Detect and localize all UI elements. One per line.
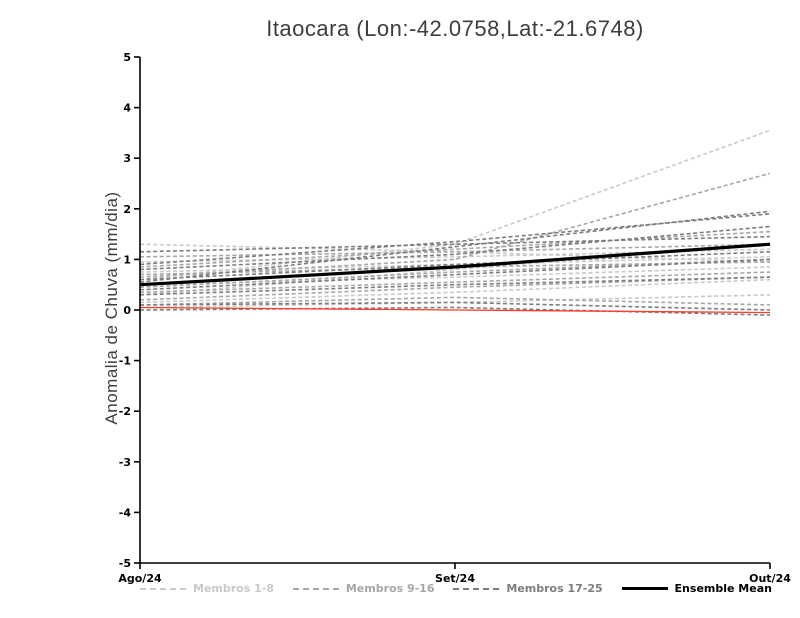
y-tick-label: 0 — [123, 304, 131, 317]
member-line — [139, 243, 771, 263]
legend-line-sample — [621, 587, 668, 590]
member-line — [139, 271, 771, 294]
y-tick-label: 2 — [123, 203, 131, 216]
legend-item: Membros 17-25 — [453, 582, 603, 595]
x-tick-label: Out/24 — [749, 572, 791, 585]
member-line — [139, 276, 771, 296]
legend-label: Membros 1-8 — [193, 582, 274, 595]
ensemble-mean-line — [139, 242, 771, 287]
member-line — [139, 129, 771, 281]
y-tick-label: -2 — [119, 405, 131, 418]
legend-item: Membros 1-8 — [140, 582, 274, 595]
chart-title: Itaocara (Lon:-42.0758,Lat:-21.6748) — [266, 16, 644, 41]
y-tick-label: -5 — [119, 557, 131, 570]
y-tick-label: -3 — [119, 456, 131, 469]
legend-line-sample — [292, 587, 339, 590]
legend-item: Membros 9-16 — [292, 582, 435, 595]
y-tick-label: 3 — [123, 152, 131, 165]
legend: Membros 1-8 Membros 9-16 Membros 17-25 Ense… — [140, 582, 772, 595]
member-line — [139, 256, 771, 273]
x-tick-label: Ago/24 — [118, 572, 162, 585]
legend-label: Membros 17-25 — [506, 582, 603, 595]
y-tick-label: 4 — [123, 102, 131, 115]
member-line — [139, 296, 771, 306]
y-tick-label: 5 — [123, 51, 131, 64]
reference-line — [139, 306, 771, 314]
y-tick-label: 1 — [123, 253, 131, 266]
legend-line-sample — [140, 587, 186, 590]
x-tick-label: Set/24 — [435, 572, 475, 585]
member-line — [139, 243, 771, 258]
y-tick-label: -1 — [119, 355, 131, 368]
member-line — [139, 266, 771, 286]
member-line — [139, 210, 771, 283]
legend-line-sample — [453, 587, 500, 590]
member-line — [139, 278, 771, 304]
member-line — [139, 261, 771, 276]
member-line — [139, 276, 771, 301]
legend-label: Membros 9-16 — [345, 582, 435, 595]
legend-item: Ensemble Mean — [621, 582, 772, 595]
member-line — [139, 294, 771, 309]
y-tick-label: -4 — [119, 506, 132, 519]
member-line — [139, 306, 771, 316]
legend-label: Ensemble Mean — [674, 582, 772, 595]
member-line — [139, 235, 771, 253]
member-line — [139, 301, 771, 311]
